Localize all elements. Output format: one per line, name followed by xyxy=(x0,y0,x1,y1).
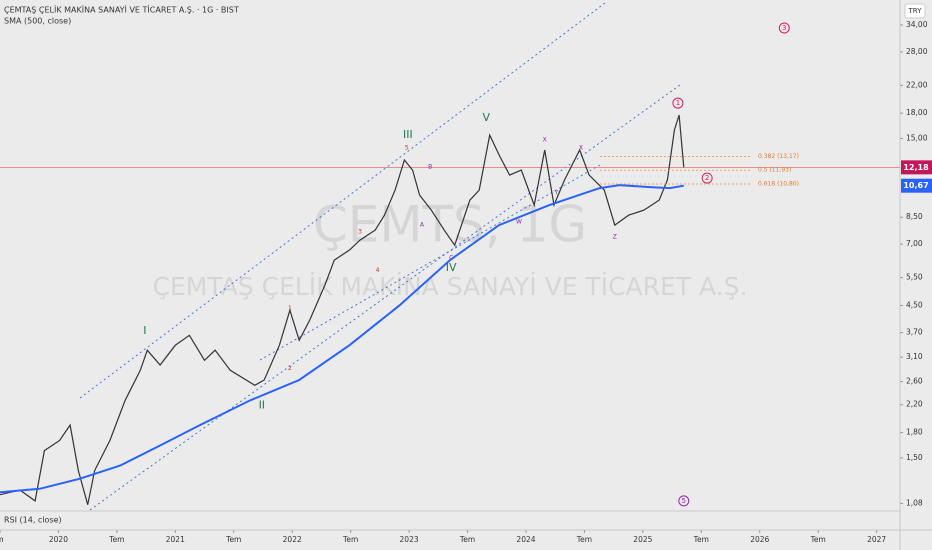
price-line xyxy=(0,114,685,505)
wave-label: I xyxy=(143,324,146,337)
x-tick-label: m xyxy=(0,535,4,544)
indicator-label: SMA (500, close) xyxy=(4,17,71,26)
wave-label: 2 xyxy=(288,365,292,372)
x-tick-label: 2027 xyxy=(867,535,886,544)
fib-label: 0.5 (11,93) xyxy=(758,167,791,174)
x-tick-label: 2024 xyxy=(516,535,535,544)
sma-last-box xyxy=(901,178,932,193)
x-tick-label: 2023 xyxy=(400,535,419,544)
x-tick-label: Tem xyxy=(810,535,826,544)
rsi-label: RSI (14, close) xyxy=(4,516,62,525)
x-tick-label: Tem xyxy=(459,535,475,544)
wave-label: 1 xyxy=(288,305,292,312)
fib-label: 0.618 (10,80) xyxy=(758,181,799,188)
x-tick-label: Tem xyxy=(576,535,592,544)
y-tick-label: 4,50 xyxy=(906,300,923,309)
y-tick-label: 2,20 xyxy=(906,400,923,409)
wave-label: 2 xyxy=(705,174,709,182)
currency-box[interactable] xyxy=(904,3,926,19)
wave-label: 5 xyxy=(405,145,409,152)
wave-label: V xyxy=(482,111,490,124)
x-tick-label: 2021 xyxy=(166,535,185,544)
y-tick-label: 34,00 xyxy=(906,20,928,29)
y-tick-label: 1,50 xyxy=(906,453,923,462)
x-tick-label: 2026 xyxy=(750,535,769,544)
x-tick-label: 2025 xyxy=(633,535,652,544)
watermark-name: ÇEMTAŞ ÇELİK MAKİNA SANAYİ VE TİCARET A.… xyxy=(153,272,748,301)
y-tick-label: 28,00 xyxy=(906,47,928,56)
y-tick-label: 15,00 xyxy=(906,133,928,142)
wave-label: 3 xyxy=(782,24,786,32)
wave-circle xyxy=(778,22,790,34)
y-tick-label: 1,80 xyxy=(906,428,923,437)
y-tick-label: 3,10 xyxy=(906,352,923,361)
wave-label: 1 xyxy=(676,99,680,107)
y-tick-label: 8,50 xyxy=(906,212,923,221)
last-price-box xyxy=(901,160,932,175)
wave-label: III xyxy=(403,128,413,141)
wave-label: 3 xyxy=(358,229,362,236)
y-tick-label: 18,00 xyxy=(906,108,928,117)
wave-circle xyxy=(678,495,690,507)
currency[interactable]: TRY xyxy=(908,7,923,15)
wave-label: IV xyxy=(446,261,457,274)
wave-label: 4 xyxy=(376,267,380,274)
fib-label: 0.382 (13,17) xyxy=(758,153,799,160)
wave-label: X xyxy=(543,137,547,144)
x-tick-label: Tem xyxy=(693,535,709,544)
y-tick-label: 2,60 xyxy=(906,377,923,386)
x-tick-label: 2020 xyxy=(49,535,68,544)
y-tick-label: 7,00 xyxy=(906,239,923,248)
wave-label: B xyxy=(428,164,432,171)
y-tick-label: 3,70 xyxy=(906,328,923,337)
x-tick-label: Tem xyxy=(225,535,241,544)
channel-mid xyxy=(259,164,601,361)
wave-label: 5 xyxy=(682,497,686,505)
x-tick-label: Tem xyxy=(342,535,358,544)
x-tick-label: 2022 xyxy=(283,535,302,544)
wave-circle xyxy=(701,172,713,184)
wave-label: A xyxy=(420,222,425,229)
last-price-label: 12,18 xyxy=(903,163,929,172)
y-tick-label: 22,00 xyxy=(906,80,928,89)
watermark-symbol: ÇEMTS, 1G xyxy=(313,196,587,254)
y-tick-label: 1,08 xyxy=(906,498,923,507)
wave-label: X xyxy=(579,145,583,152)
chart-title: ÇEMTAŞ ÇELİK MAKİNA SANAYİ VE TİCARET A.… xyxy=(4,5,239,15)
wave-circle xyxy=(672,97,684,109)
sma-last-label: 10,67 xyxy=(903,181,928,190)
x-tick-label: Tem xyxy=(108,535,124,544)
wave-label: W xyxy=(516,219,522,226)
wave-label: Z xyxy=(613,234,617,241)
y-tick-label: 5,50 xyxy=(906,273,923,282)
wave-label: II xyxy=(259,398,266,411)
wave-label: Y xyxy=(554,190,559,197)
wave-label: C xyxy=(449,255,453,262)
sma-line xyxy=(0,184,684,494)
